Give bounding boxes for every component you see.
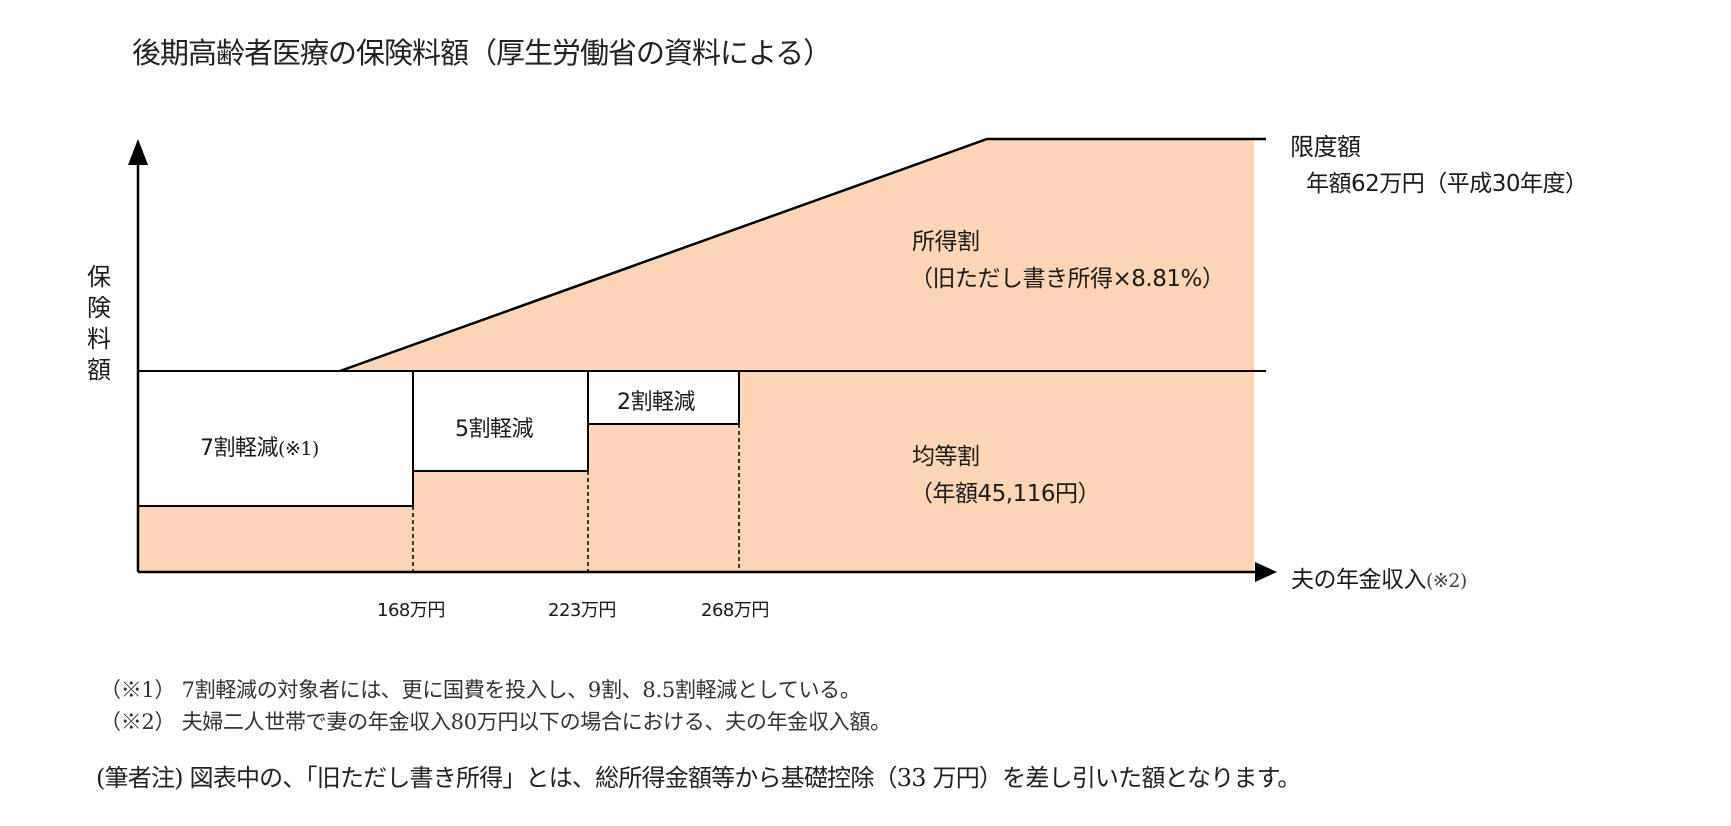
cap-value: 年額62万円（平成30年度） <box>1306 171 1588 197</box>
reduction-7-text: 7割軽減 <box>200 436 279 461</box>
x-axis-arrow-icon <box>1255 562 1277 582</box>
x-axis-label-text: 夫の年金収入 <box>1291 567 1427 593</box>
footnote-2: （※2） 夫婦二人世帯で妻の年金収入80万円以下の場合における、夫の年金収入額。 <box>100 706 891 736</box>
y-axis-label: 保険料額 <box>87 263 111 384</box>
page-title: 後期高齢者医療の保険料額（厚生労働省の資料による） <box>132 36 832 70</box>
flat-part-detail: （年額45,116円） <box>910 481 1100 507</box>
income-part-area <box>340 139 1254 371</box>
income-line <box>339 137 1266 373</box>
income-part-detail: （旧ただし書き所得×8.81%） <box>910 266 1225 292</box>
footnote-1-mark: （※1） <box>100 678 176 702</box>
x-tick-223: 223万円 <box>548 600 616 621</box>
footnote-1-text: 7割軽減の対象者には、更に国費を投入し、9割、8.5割軽減としている。 <box>181 678 861 702</box>
y-axis-arrow-icon <box>128 139 148 165</box>
cap-label: 限度額 <box>1290 133 1361 161</box>
x-tick-168: 168万円 <box>377 600 445 621</box>
reduction-7-note: (※1) <box>278 438 319 460</box>
reduction-box-2 <box>587 370 740 425</box>
footnote-1: （※1） 7割軽減の対象者には、更に国費を投入し、9割、8.5割軽減としている。 <box>100 674 861 704</box>
x-tick-268: 268万円 <box>701 600 769 621</box>
x-axis-label-note: (※2) <box>1426 570 1467 592</box>
flat-part-label: 均等割 <box>912 444 980 470</box>
reduction-label-5: 5割軽減 <box>455 417 534 442</box>
reduction-label-2: 2割軽減 <box>617 390 696 415</box>
x-axis-label: 夫の年金収入(※2) <box>1291 560 1467 594</box>
author-note: (筆者注) 図表中の、「旧ただし書き所得」とは、総所得金額等から基礎控除（33 … <box>96 764 1301 792</box>
footnote-2-mark: （※2） <box>100 710 176 734</box>
income-part-label: 所得割 <box>912 229 980 255</box>
footnote-2-text: 夫婦二人世帯で妻の年金収入80万円以下の場合における、夫の年金収入額。 <box>181 710 892 734</box>
reduction-label-7: 7割軽減(※1) <box>200 430 319 462</box>
reduction-box-5 <box>412 370 589 472</box>
